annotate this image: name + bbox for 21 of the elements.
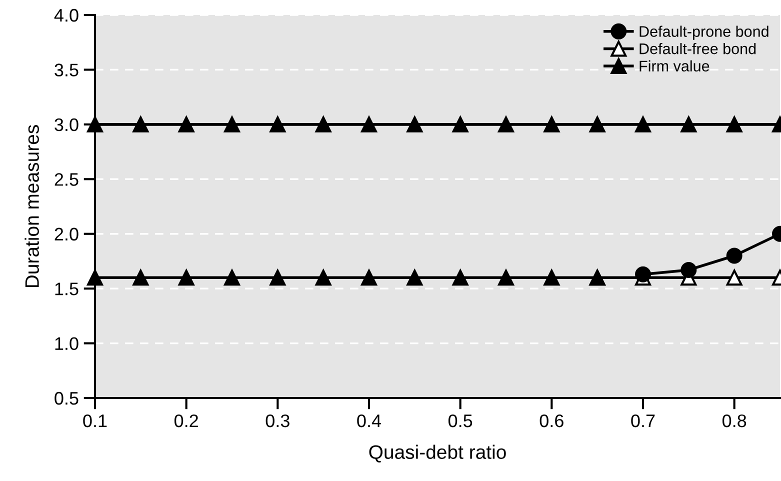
y-axis-title: Duration measures: [24, 125, 39, 288]
y-tick-label: 0.5: [54, 392, 78, 405]
x-axis-title: Quasi-debt ratio: [369, 444, 506, 462]
y-tick-label: 3.0: [54, 118, 78, 132]
legend-label: Default-free bond: [640, 42, 756, 54]
x-tick-label: 0.4: [357, 414, 382, 428]
y-tick-label: 2.0: [54, 228, 78, 241]
y-tick-label: 4.0: [54, 8, 78, 22]
x-tick-label: 0.5: [448, 414, 472, 428]
y-tick-label: 1.5: [55, 282, 78, 296]
y-tick-label: 1.0: [55, 337, 78, 350]
legend-label: Default-prone bond: [640, 26, 768, 40]
x-tick-label: 0.2: [174, 414, 198, 428]
legend-label: Firm value: [640, 60, 710, 72]
x-tick-label: 0.3: [266, 414, 290, 428]
x-tick-label: 0.8: [722, 414, 746, 428]
y-tick-label: 2.5: [54, 173, 78, 186]
x-tick-label: 0.7: [631, 414, 655, 428]
x-tick-label: 0.1: [83, 414, 107, 428]
x-tick-label: 0.6: [540, 414, 564, 428]
y-tick-label: 3.5: [54, 64, 78, 76]
